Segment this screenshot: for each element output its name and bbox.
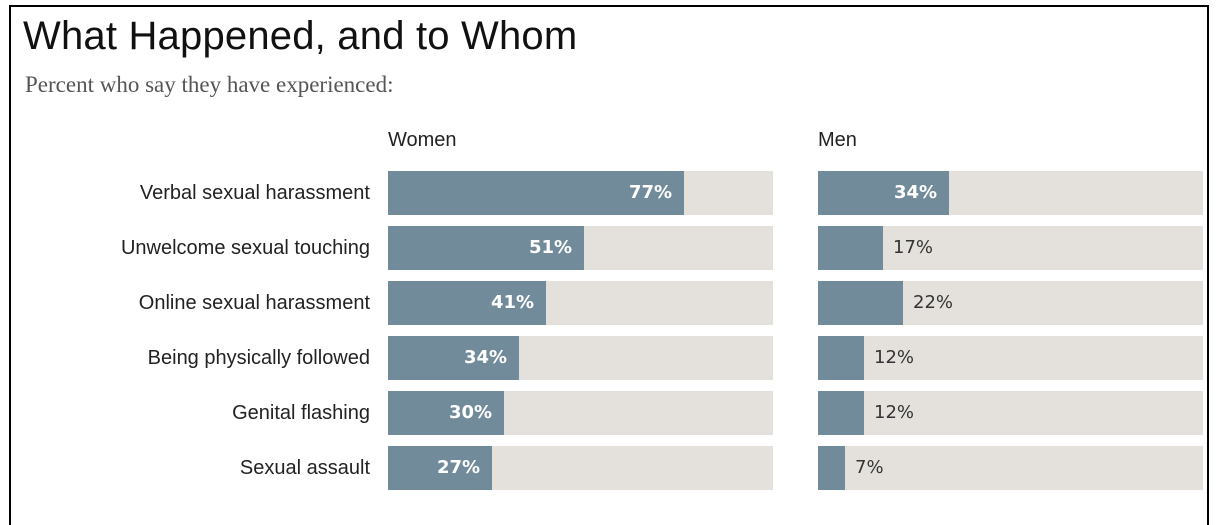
category-label: Verbal sexual harassment: [139, 182, 370, 204]
bar-track-women: 77%: [388, 171, 773, 215]
bar-track-women: 27%: [388, 446, 773, 490]
category-label: Genital flashing: [232, 402, 370, 424]
bar-track-men: 22%: [818, 281, 1203, 325]
bar-men: [818, 281, 903, 325]
bar-track-men: 7%: [818, 446, 1203, 490]
bar-men: [818, 226, 883, 270]
chart-title: What Happened, and to Whom: [23, 14, 578, 58]
chart-frame: [9, 5, 1209, 525]
category-label: Online sexual harassment: [138, 292, 370, 314]
bar-women: [388, 226, 584, 270]
bar-track-women: 30%: [388, 391, 773, 435]
category-label: Being physically followed: [147, 347, 370, 369]
bar-women: [388, 171, 684, 215]
bar-women: [388, 336, 519, 380]
bar-men: [818, 336, 864, 380]
bar-track-women: 41%: [388, 281, 773, 325]
data-label: 34%: [464, 347, 508, 368]
data-label: 34%: [894, 182, 938, 203]
data-label: 7%: [855, 457, 884, 478]
data-label: 22%: [913, 292, 954, 313]
data-label: 12%: [874, 402, 915, 423]
chart-subtitle: Percent who say they have experienced:: [25, 72, 394, 97]
bar-track-men: 12%: [818, 336, 1203, 380]
bar-track-women: 34%: [388, 336, 773, 380]
bar-track-men: 12%: [818, 391, 1203, 435]
bar-men: [818, 171, 949, 215]
bar-track-women: 51%: [388, 226, 773, 270]
bar-men: [818, 446, 845, 490]
data-label: 12%: [874, 347, 915, 368]
data-label: 77%: [629, 182, 673, 203]
data-label: 27%: [437, 457, 481, 478]
panel-title-women: Women: [388, 129, 457, 151]
category-label: Sexual assault: [239, 457, 370, 479]
data-label: 17%: [893, 237, 934, 258]
bar-men: [818, 391, 864, 435]
bar-women: [388, 391, 504, 435]
category-label: Unwelcome sexual touching: [120, 237, 370, 259]
bar-women: [388, 446, 492, 490]
data-label: 51%: [529, 237, 573, 258]
data-label: 41%: [491, 292, 535, 313]
data-label: 30%: [449, 402, 493, 423]
bar-track-men: 17%: [818, 226, 1203, 270]
panel-title-men: Men: [818, 129, 857, 151]
bar-track-men: 34%: [818, 171, 1203, 215]
bar-women: [388, 281, 546, 325]
